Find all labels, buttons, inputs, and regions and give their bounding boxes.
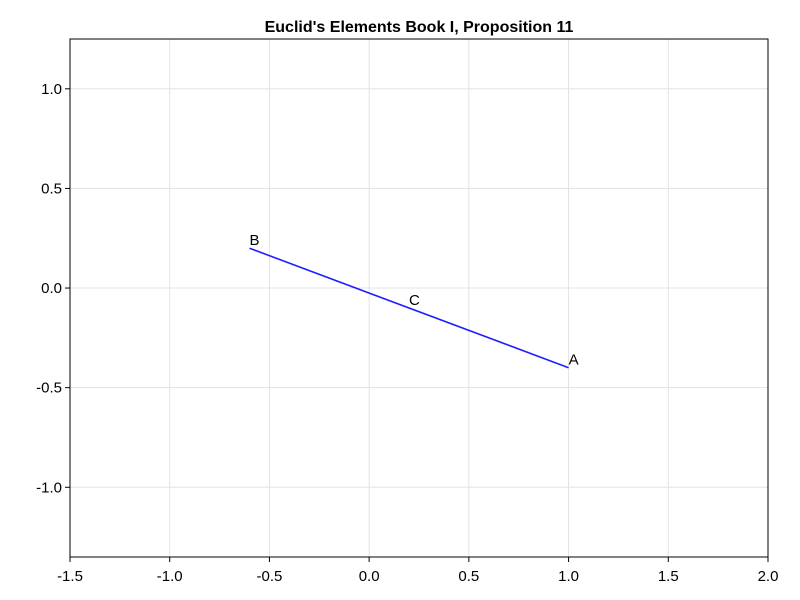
x-tick-label: 1.0 [558,568,579,585]
x-tick-label: 2.0 [758,568,779,585]
series-line [249,247,569,369]
point-label-b: B [249,232,259,249]
series-layer [249,247,569,369]
y-tick-label: 1.0 [41,81,62,98]
x-tick-label: -1.0 [157,568,183,585]
x-tick-label: 0.0 [359,568,380,585]
y-tick-label: 0.5 [41,180,62,197]
x-tick-label: -0.5 [256,568,282,585]
plot-frame [69,38,769,558]
point-label-a: A [569,352,579,369]
chart-title: Euclid's Elements Book I, Proposition 11 [265,19,574,36]
point-label-c: C [409,292,420,309]
x-tick-label: -1.5 [57,568,83,585]
y-tick-label: -1.0 [36,479,62,496]
axis-layer: -1.5 -1.0 -0.5 0.0 0.5 1.0 1.5 2.0 -1.0 -0.5 0.0 0.… [36,81,778,585]
x-tick-label: 0.5 [458,568,479,585]
grid-layer [70,39,768,557]
y-tick-label: 0.0 [41,280,62,297]
y-tick-label: -0.5 [36,380,62,397]
points-layer: A B C [249,232,578,369]
x-tick-label: 1.5 [658,568,679,585]
